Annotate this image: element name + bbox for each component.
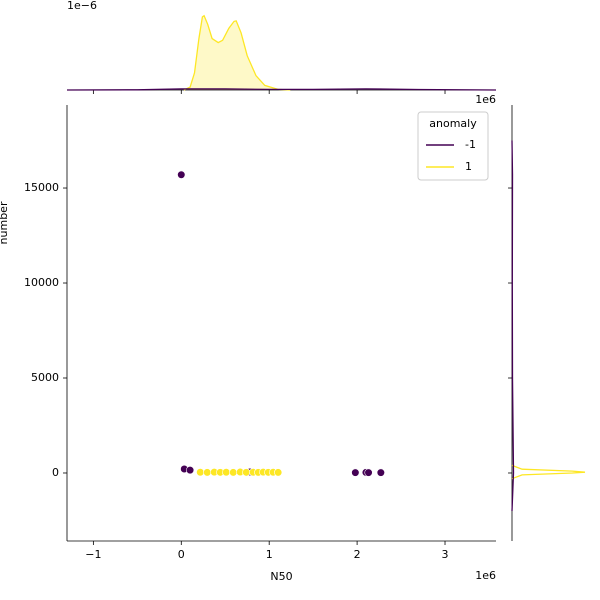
x-tick-label: −1 [85,548,101,561]
point [177,170,186,179]
y-tick-label: 15000 [24,181,59,194]
point [203,468,212,477]
kde-line [511,464,586,480]
top-offset-label: 1e−6 [67,0,97,12]
x-tick-label: 3 [442,548,449,561]
x-offset-label: 1e6 [475,569,496,582]
right-offset-label: 1e6 [475,93,496,106]
point [185,466,195,475]
x-tick-label: 2 [354,548,361,561]
point [242,468,251,477]
x-axis-label: N50 [270,570,292,583]
point [364,468,373,477]
point [274,468,283,477]
kde-line [66,88,497,91]
point [351,468,360,477]
kde-line [511,140,515,512]
x-tick-label: 1 [266,548,273,561]
point [222,468,231,477]
y-tick-label: 0 [52,466,59,479]
point [229,468,238,477]
y-tick-label: 10000 [24,276,59,289]
kde-line [183,14,291,91]
legend-label: -1 [465,138,476,151]
legend-title: anomaly [429,117,477,130]
legend-label: 1 [465,160,472,173]
legend-box [417,111,489,181]
y-axis-label: number [0,201,10,244]
x-tick-label: 0 [178,548,185,561]
y-tick-label: 5000 [31,371,59,384]
point [196,468,205,477]
point [376,468,385,477]
